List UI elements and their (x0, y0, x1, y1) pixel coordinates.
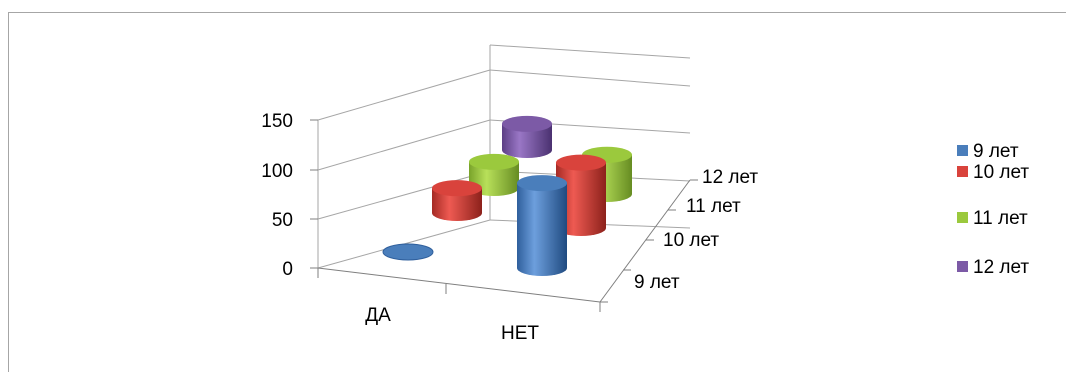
x-axis-labels: ДА НЕТ (365, 305, 539, 344)
legend-swatch (957, 145, 968, 156)
y-tick-label: 50 (272, 210, 293, 231)
bar-top (556, 154, 606, 171)
gridline-left (317, 69, 491, 121)
depth-tick-label: 10 лет (663, 230, 719, 251)
legend-swatch (957, 212, 968, 223)
legend-label: 12 лет (973, 257, 1029, 278)
legend-label: 9 лет (973, 141, 1019, 162)
y-axis-labels: 0 50 100 150 (261, 111, 293, 280)
bar-top (382, 243, 434, 261)
chart-frame (8, 12, 1066, 372)
gridline-back (489, 44, 691, 59)
bar (556, 154, 606, 236)
legend-label: 11 лет (973, 208, 1028, 229)
bar-top (432, 180, 482, 197)
gridline-left (317, 119, 491, 171)
y-tick-label: 0 (282, 259, 293, 280)
bar-body (517, 183, 567, 276)
depth-axis-line (599, 179, 691, 303)
legend: 9 лет 10 лет 11 лет 12 лет (957, 141, 1029, 278)
x-axis-line (317, 267, 601, 303)
bar-top (469, 153, 519, 170)
gridline-back (489, 69, 691, 87)
x-tick-label: НЕТ (501, 323, 539, 344)
y-tick-label: 150 (261, 111, 293, 132)
cylinders (382, 115, 632, 276)
legend-swatch (957, 166, 968, 177)
y-tick-label: 100 (261, 161, 293, 182)
bar-body (556, 162, 606, 236)
legend-swatch (957, 261, 968, 272)
depth-tick-label: 11 лет (686, 196, 741, 217)
legend-label: 10 лет (973, 162, 1029, 183)
bar (382, 243, 434, 261)
bar-top (502, 115, 552, 132)
bar-body (432, 188, 482, 221)
bar (502, 115, 552, 158)
bar (432, 180, 482, 221)
bar (517, 175, 567, 276)
depth-tick-label: 12 лет (702, 167, 758, 188)
x-tick-label: ДА (365, 305, 391, 326)
depth-axis-labels: 9 лет 10 лет 11 лет 12 лет (634, 167, 758, 293)
gridline-left (317, 170, 491, 220)
axes (310, 119, 698, 312)
depth-tick-label: 9 лет (634, 272, 680, 293)
bar-top (517, 175, 567, 192)
bar-body (502, 123, 552, 158)
